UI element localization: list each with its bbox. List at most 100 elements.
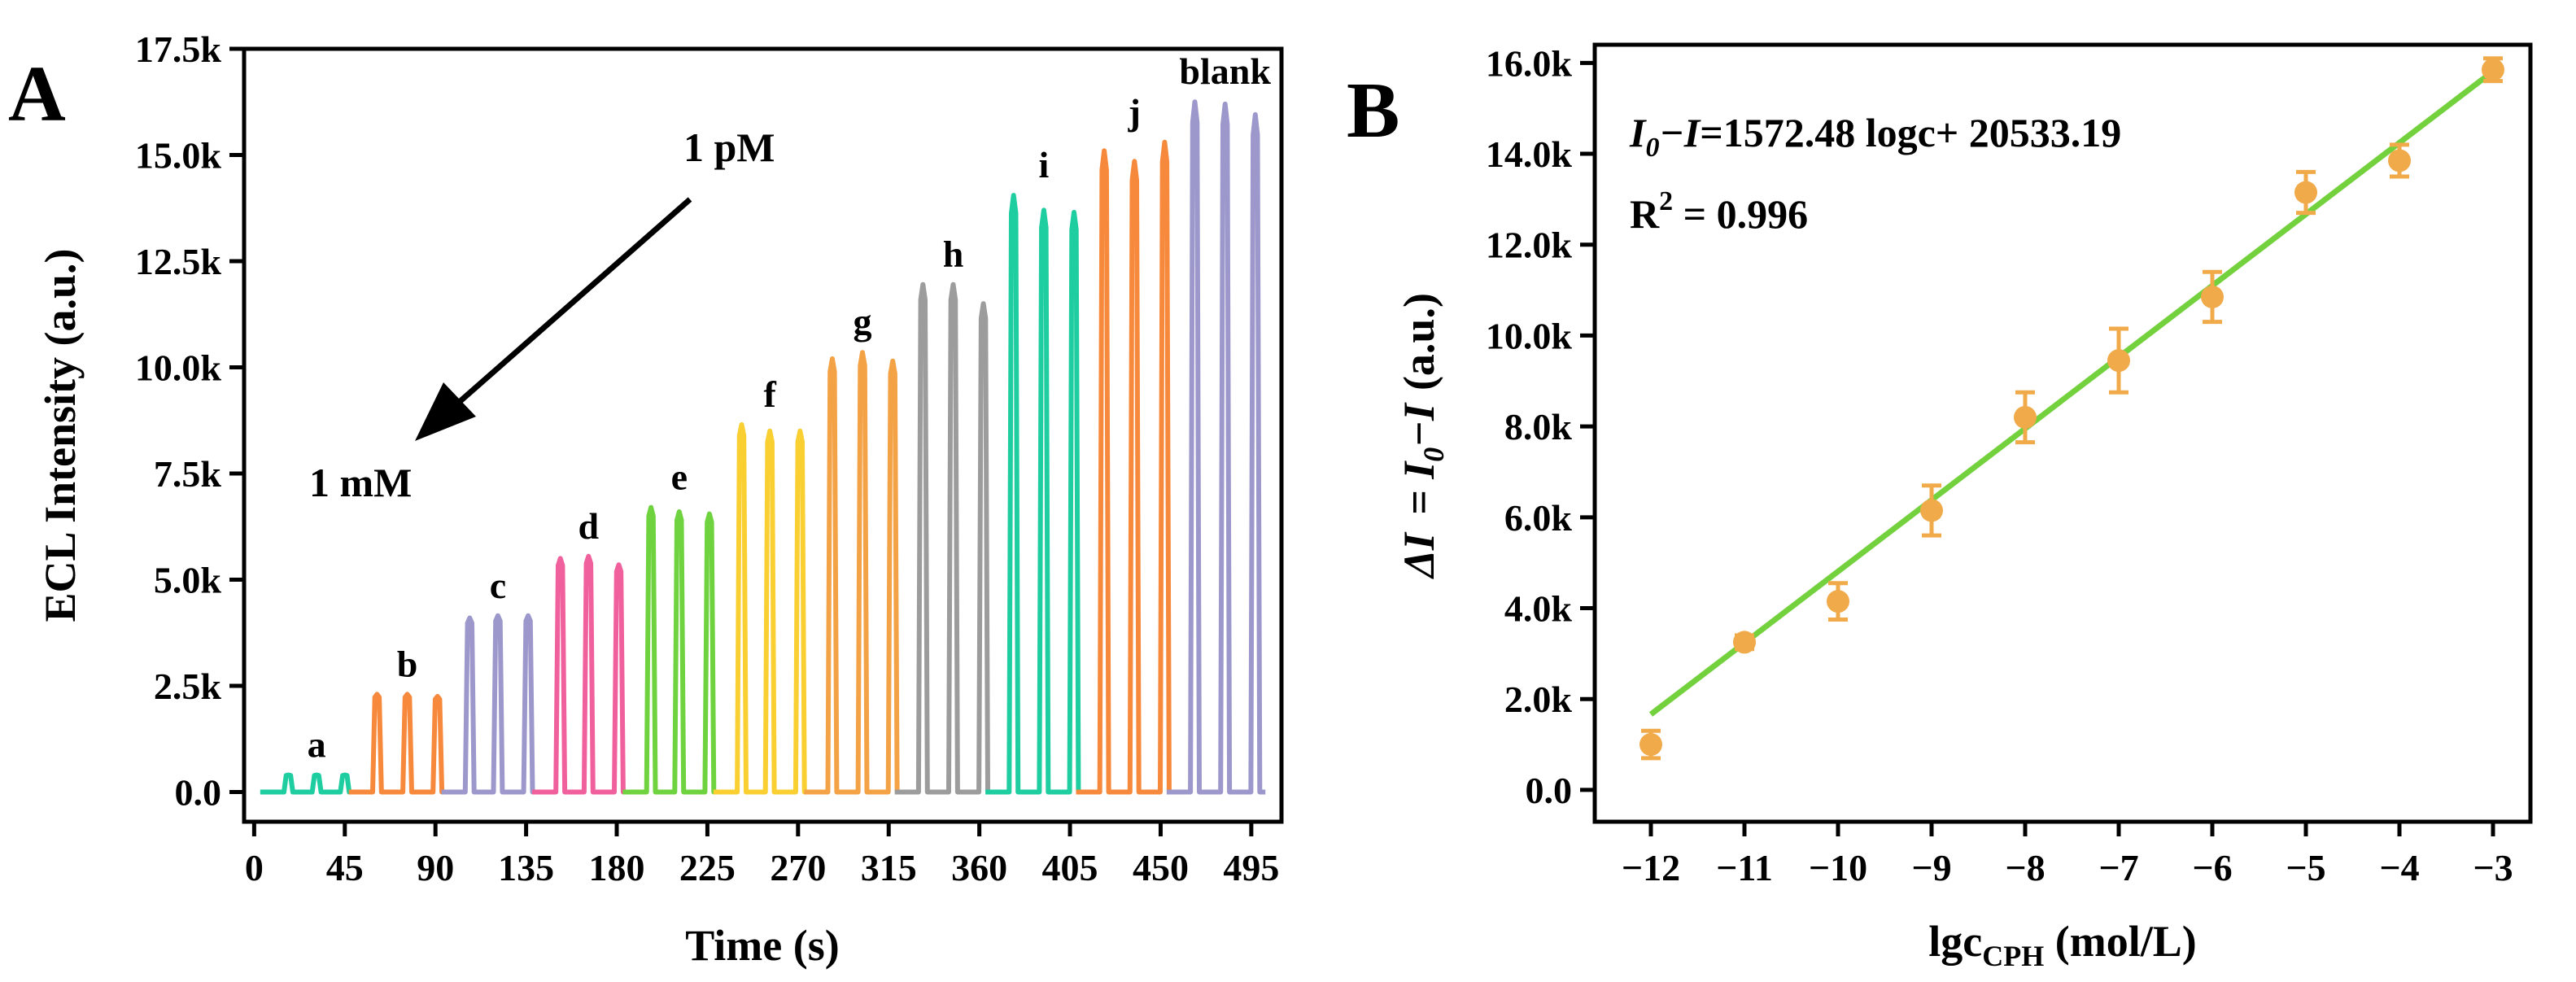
eq-rhs: =1572.48 logc+ 20533.19 xyxy=(1700,110,2121,155)
panel-a-letter: A xyxy=(8,50,66,138)
series-f-label: f xyxy=(764,373,777,415)
panel-b-ticks: −12 −11 −10 −9 −8 −7 −6 −5 −4 −3 0.0 2.0k 4.0k 6.0k 8.… xyxy=(1486,42,2513,888)
panel-a-x-tick-label: 135 xyxy=(498,847,554,888)
data-point xyxy=(2388,149,2411,172)
panel-b-y-tick-label: 2.0k xyxy=(1504,679,1573,720)
annotation-start: 1 pM xyxy=(683,124,775,170)
x-title-main: lgc xyxy=(1928,917,1982,966)
panel-b-x-tick-label: −9 xyxy=(1911,847,1951,888)
panel-a-ticks: 0 45 90 135 180 225 270 315 360 405 450 495 0.0 2.5k 5… xyxy=(135,28,1279,888)
series-f-curve xyxy=(713,422,810,795)
r2-value: = 0.996 xyxy=(1673,191,1808,237)
y-title-eq: = I xyxy=(1395,460,1443,515)
panel-a-x-tick-label: 0 xyxy=(245,847,264,888)
series-i-label: i xyxy=(1039,144,1050,185)
series-i-curve xyxy=(985,193,1085,795)
y-title-unit: (a.u.) xyxy=(1395,293,1443,391)
data-point xyxy=(2294,181,2317,204)
series-a-label: a xyxy=(308,724,326,766)
y-title-sub: 0 xyxy=(1417,447,1450,462)
x-title-sub: CPH xyxy=(1982,940,2044,972)
series-j-curve xyxy=(1076,139,1175,795)
series-g-curve xyxy=(804,350,903,795)
panel-a-y-tick-label: 2.5k xyxy=(154,666,222,707)
series-blank-curve xyxy=(1166,99,1266,795)
panel-b-x-tick-label: −8 xyxy=(2005,847,2045,888)
series-h-curve xyxy=(894,282,993,795)
eq-i0: I xyxy=(1629,110,1647,155)
series-b-label: b xyxy=(397,643,418,684)
panel-b-y-tick-label: 0.0 xyxy=(1526,770,1573,811)
panel-a-y-tick-label: 12.5k xyxy=(135,241,222,282)
data-point xyxy=(1733,631,1756,654)
data-point xyxy=(2201,285,2224,308)
panel-a-x-tick-label: 495 xyxy=(1223,847,1279,888)
panel-b-letter: B xyxy=(1347,67,1399,155)
series-e-curve xyxy=(622,504,720,795)
panel-b-y-title: ΔI = I0−I (a.u.) xyxy=(1395,293,1450,579)
panel-a-x-tick-label: 450 xyxy=(1133,847,1189,888)
r2-r: R xyxy=(1630,191,1660,237)
r-squared: R2 = 0.996 xyxy=(1630,186,1808,237)
annotation-end: 1 mM xyxy=(309,460,412,505)
panel-b-x-title: lgcCPH (mol/L) xyxy=(1928,917,2196,972)
panel-b-x-tick-label: −7 xyxy=(2098,847,2138,888)
concentration-arrow-shaft xyxy=(453,197,692,408)
data-point xyxy=(1920,499,1943,522)
data-point xyxy=(2482,58,2504,81)
data-point xyxy=(1827,590,1849,613)
panel-a-x-title: Time (s) xyxy=(685,921,839,970)
series-blank-label: blank xyxy=(1179,50,1271,92)
panel-a-y-tick-label: 5.0k xyxy=(154,559,222,600)
panel-a-x-tick-label: 360 xyxy=(951,847,1007,888)
panel-a-x-tick-label: 180 xyxy=(589,847,645,888)
panel-a-x-tick-label: 225 xyxy=(679,847,736,888)
data-point xyxy=(2107,349,2130,373)
panel-a-y-tick-label: 17.5k xyxy=(135,28,222,70)
panel-a-y-title: ECL Intensity (a.u.) xyxy=(36,248,85,622)
panel-b-frame xyxy=(1592,42,2533,824)
panel-a-x-tick-label: 270 xyxy=(770,847,826,888)
panel-b-y-tick-label: 16.0k xyxy=(1486,42,1573,84)
panel-a-y-tick-label: 15.0k xyxy=(135,134,222,176)
data-point xyxy=(1639,733,1662,757)
panel-b-x-tick-label: −12 xyxy=(1622,847,1680,888)
panel-b-y-tick-label: 8.0k xyxy=(1504,406,1573,447)
series-c-curve xyxy=(441,613,539,795)
eq-sub: 0 xyxy=(1645,133,1659,163)
series-d-curve xyxy=(532,553,629,795)
panel-b-x-tick-label: −10 xyxy=(1809,847,1867,888)
fit-equation: I0−I=1572.48 logc+ 20533.19 xyxy=(1629,110,2121,163)
series-a-curve xyxy=(260,772,356,795)
panel-b-y-tick-label: 10.0k xyxy=(1486,315,1573,356)
y-title-minus-i: −I xyxy=(1395,402,1443,447)
panel-a-x-tick-label: 405 xyxy=(1042,847,1098,888)
panel-a-x-tick-label: 45 xyxy=(326,847,364,888)
r2-sup: 2 xyxy=(1659,186,1673,216)
panel-a-x-tick-label: 315 xyxy=(861,847,917,888)
panel-b-chart: −12 −11 −10 −9 −8 −7 −6 −5 −4 −3 0.0 2.0k 4.0k 6.0k 8.… xyxy=(1395,42,2533,972)
panel-b-x-tick-label: −5 xyxy=(2286,847,2325,888)
y-title-delta: ΔI xyxy=(1395,531,1443,579)
panel-b-y-tick-label: 6.0k xyxy=(1504,497,1573,539)
panel-b-x-tick-label: −11 xyxy=(1716,847,1773,888)
series-c-label: c xyxy=(490,565,506,606)
panel-b-y-tick-label: 14.0k xyxy=(1486,133,1573,175)
x-title-unit: (mol/L) xyxy=(2044,917,2196,966)
panel-a-y-tick-label: 0.0 xyxy=(175,771,222,813)
panel-b-marks xyxy=(1639,56,2504,761)
series-d-label: d xyxy=(579,505,600,547)
panel-b-x-tick-label: −3 xyxy=(2473,847,2513,888)
panel-b-y-tick-label: 12.0k xyxy=(1486,225,1573,266)
panel-b-y-tick-label: 4.0k xyxy=(1504,588,1573,630)
eq-minus-i: −I xyxy=(1659,110,1701,155)
series-b-curve xyxy=(348,692,448,795)
panel-a-frame xyxy=(242,46,1284,824)
concentration-arrow-head xyxy=(415,382,476,441)
panel-b-x-tick-label: −6 xyxy=(2192,847,2232,888)
series-j-label: j xyxy=(1128,91,1141,133)
panel-a-y-tick-label: 7.5k xyxy=(154,453,222,495)
